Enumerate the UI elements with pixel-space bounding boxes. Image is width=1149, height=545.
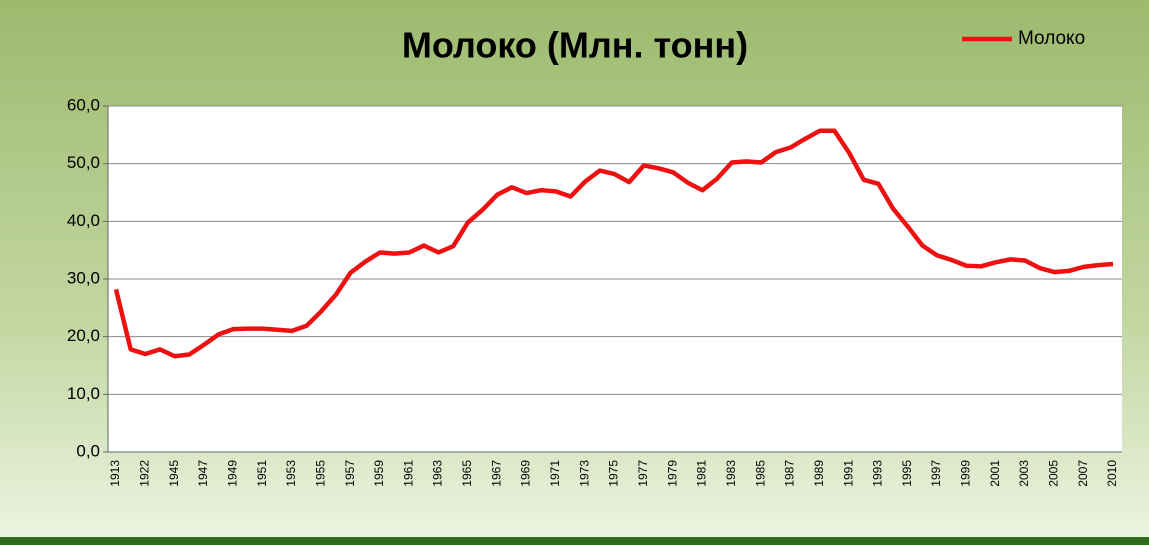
y-tick-label: 60,0 xyxy=(67,95,100,114)
x-tick-label: 1975 xyxy=(607,460,621,487)
x-tick-label: 1973 xyxy=(577,460,591,487)
y-tick-label: 30,0 xyxy=(67,268,100,287)
y-tick-label: 20,0 xyxy=(67,326,100,345)
chart-title: Молоко (Млн. тонн) xyxy=(402,25,748,66)
x-tick-label: 1987 xyxy=(783,460,797,487)
x-tick-label: 1963 xyxy=(431,460,445,487)
x-tick-label: 1991 xyxy=(841,460,855,487)
x-tick-label: 1955 xyxy=(313,460,327,487)
x-tick-label: 2003 xyxy=(1017,460,1031,487)
x-tick-label: 1971 xyxy=(548,460,562,487)
x-tick-label: 1995 xyxy=(900,460,914,487)
x-tick-label: 1993 xyxy=(871,460,885,487)
x-tick-label: 1967 xyxy=(489,460,503,487)
bottom-bar xyxy=(0,537,1149,545)
x-tick-label: 1985 xyxy=(753,460,767,487)
x-tick-label: 1999 xyxy=(959,460,973,487)
x-tick-label: 1949 xyxy=(225,460,239,487)
y-tick-label: 0,0 xyxy=(76,441,100,460)
x-tick-label: 2005 xyxy=(1047,460,1061,487)
legend-label: Молоко xyxy=(1018,28,1085,49)
x-tick-label: 2001 xyxy=(988,460,1002,487)
x-tick-label: 1997 xyxy=(929,460,943,487)
x-tick-label: 1965 xyxy=(460,460,474,487)
x-tick-label: 1959 xyxy=(372,460,386,487)
x-tick-label: 1979 xyxy=(665,460,679,487)
x-tick-label: 1953 xyxy=(284,460,298,487)
x-tick-label: 1977 xyxy=(636,460,650,487)
x-tick-label: 1913 xyxy=(108,460,122,487)
x-tick-label: 2010 xyxy=(1105,460,1119,487)
x-tick-label: 1969 xyxy=(519,460,533,487)
x-tick-label: 1981 xyxy=(695,460,709,487)
data-line xyxy=(113,128,1114,359)
y-tick-label: 50,0 xyxy=(67,153,100,172)
y-tick-label: 10,0 xyxy=(67,384,100,403)
x-tick-label: 1947 xyxy=(196,460,210,487)
x-tick-label: 1989 xyxy=(812,460,826,487)
y-tick-label: 40,0 xyxy=(67,211,100,230)
x-tick-label: 1961 xyxy=(401,460,415,487)
x-tick-label: 1945 xyxy=(167,460,181,487)
x-tick-label: 1957 xyxy=(343,460,357,487)
x-tick-label: 2007 xyxy=(1076,460,1090,487)
x-tick-label: 1983 xyxy=(724,460,738,487)
x-tick-label: 1922 xyxy=(137,460,151,487)
x-tick-label: 1951 xyxy=(255,460,269,487)
